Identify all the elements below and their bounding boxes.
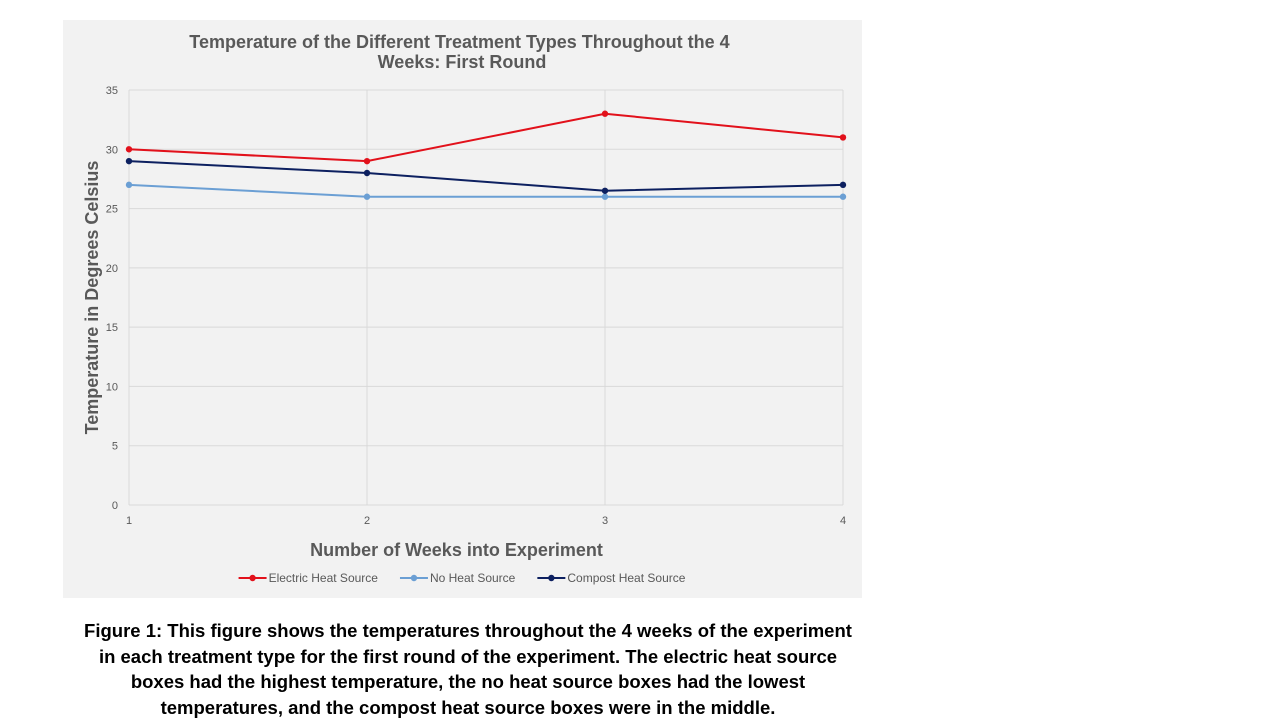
y-tick-label: 30 (106, 144, 118, 156)
chart-title-line-2: Weeks: First Round (378, 52, 547, 72)
y-tick-label: 20 (106, 263, 118, 275)
chart-panel: 0 5 10 15 20 25 30 35 1 2 3 4 Temperature of the Di… (63, 20, 862, 598)
tick-labels: 0 5 10 15 20 25 30 35 1 2 3 4 (106, 85, 846, 527)
legend-marker-electric-heat-source (249, 574, 256, 582)
data-point-electric-heat-source (363, 157, 371, 165)
y-tick-label: 5 (112, 441, 118, 453)
legend-label-no-heat-source: No Heat Source (430, 571, 516, 585)
data-point-electric-heat-source (601, 110, 609, 117)
data-point-compost-heat-source (601, 187, 609, 194)
y-tick-label: 15 (106, 322, 118, 334)
legend-marker-no-heat-source (410, 574, 418, 582)
data-point-no-heat-source (839, 193, 847, 200)
data-point-compost-heat-source (363, 169, 371, 177)
x-tick-label: 4 (840, 515, 846, 527)
chart-title-line-1: Temperature of the Different Treatment T… (189, 32, 729, 52)
caption-line-2: in each treatment type for the first rou… (98, 645, 838, 667)
x-tick-label: 2 (364, 515, 370, 527)
line-chart: 0 5 10 15 20 25 30 35 1 2 3 4 Temperature of the Di… (82, 32, 847, 585)
series-line-compost-heat-source (128, 160, 844, 192)
chart-title: Temperature of the Different Treatment T… (189, 32, 734, 72)
data-point-electric-heat-source (839, 134, 847, 141)
series-lines (125, 110, 847, 200)
x-tick-label: 1 (126, 515, 132, 527)
y-tick-label: 35 (106, 85, 118, 97)
legend-marker-compost-heat-source (548, 574, 555, 582)
figure-caption: Figure 1: This figure shows the temperat… (0, 618, 936, 720)
data-point-no-heat-source (125, 181, 133, 189)
caption-line-4: temperatures, and the compost heat sourc… (160, 696, 776, 718)
series-line-no-heat-source (128, 183, 843, 198)
y-tick-label: 25 (106, 204, 118, 216)
caption-line-3: boxes had the highest temperature, the n… (130, 671, 806, 692)
y-axis-title: Temperature in Degrees Celsius (82, 161, 102, 435)
data-point-no-heat-source (363, 193, 371, 200)
data-point-compost-heat-source (839, 181, 847, 189)
x-tick-label: 3 (602, 515, 608, 527)
gridlines (128, 89, 844, 506)
legend-label-electric-heat-source: Electric Heat Source (269, 571, 379, 585)
legend-label-compost-heat-source: Compost Heat Source (567, 571, 685, 585)
y-tick-label: 10 (106, 381, 118, 393)
data-point-compost-heat-source (125, 157, 133, 165)
x-axis-title: Number of Weeks into Experiment (310, 540, 603, 560)
y-tick-label: 0 (112, 500, 118, 512)
legend: Electric Heat Source No Heat Source Compos… (238, 571, 686, 585)
data-point-no-heat-source (601, 193, 609, 200)
caption-line-1: Figure 1: This figure shows the temperat… (84, 620, 852, 641)
series-line-electric-heat-source (128, 112, 844, 163)
data-point-electric-heat-source (125, 146, 133, 153)
